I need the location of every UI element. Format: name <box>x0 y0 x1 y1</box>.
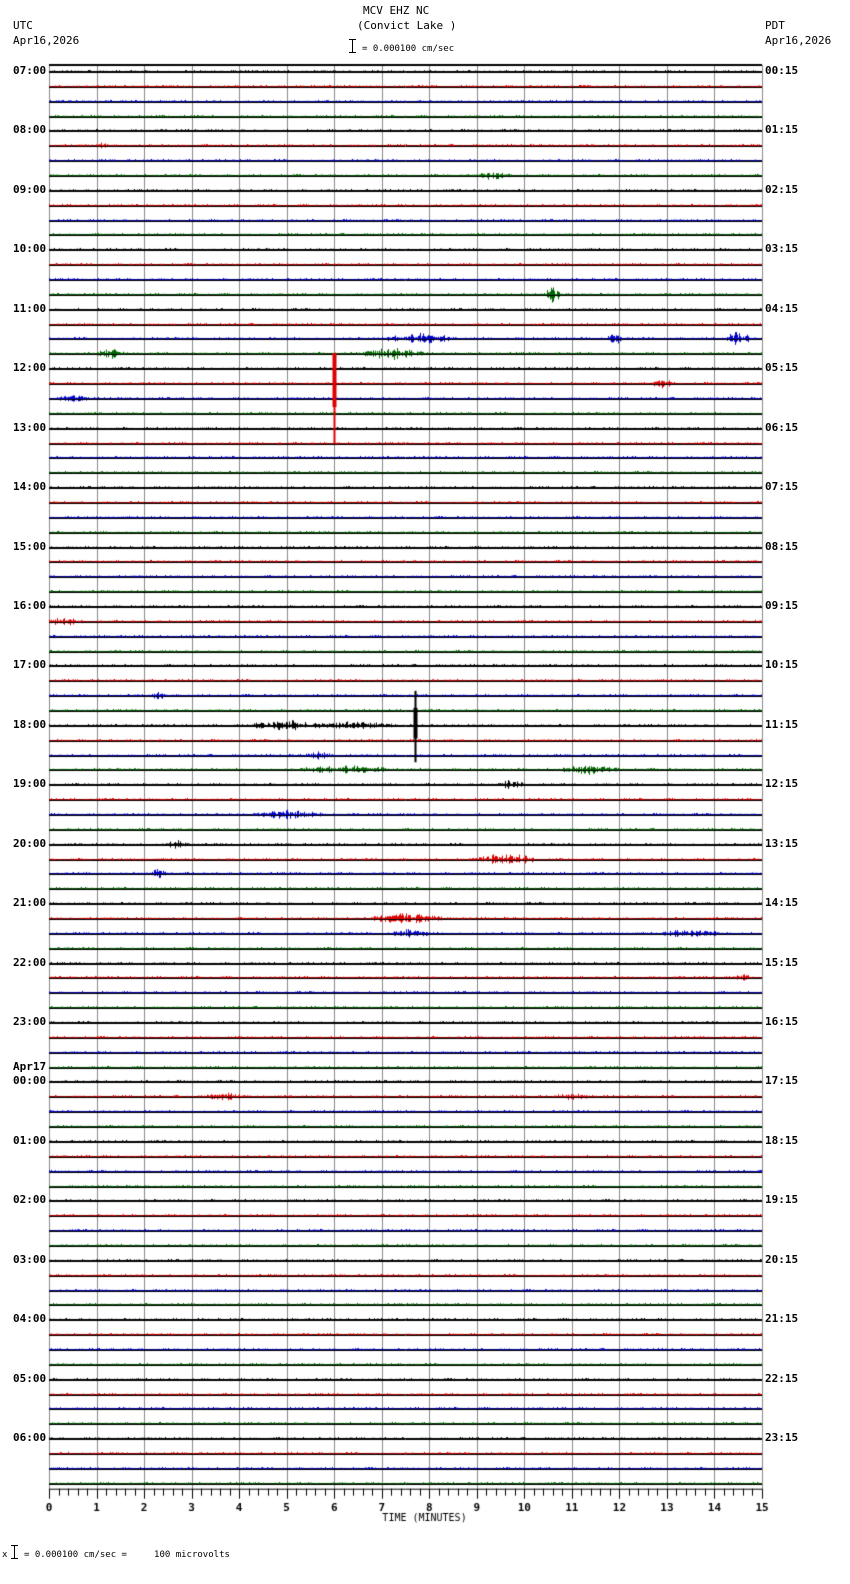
scale-bar-icon <box>349 39 356 53</box>
right-date: Apr16,2026 <box>765 34 832 47</box>
utc-time-label: 22:00 <box>13 955 47 969</box>
scale-text: = 0.000100 cm/sec <box>362 44 455 54</box>
pdt-time-label: 13:15 <box>765 836 799 850</box>
utc-time-label: 17:00 <box>13 658 47 672</box>
utc-time-label: 20:00 <box>13 836 47 850</box>
pdt-time-label: 14:15 <box>765 896 799 910</box>
utc-time-label: 11:00 <box>13 301 47 315</box>
utc-time-label: 23:00 <box>13 1015 47 1029</box>
pdt-time-label: 04:15 <box>765 301 799 315</box>
utc-time-label: 21:00 <box>13 896 47 910</box>
utc-time-label: 01:00 <box>13 1133 47 1147</box>
pdt-time-label: 01:15 <box>765 123 799 137</box>
pdt-time-label: 11:15 <box>765 717 799 731</box>
pdt-time-label: 03:15 <box>765 242 799 256</box>
utc-time-label: 12:00 <box>13 361 47 375</box>
pdt-time-label: 15:15 <box>765 955 799 969</box>
left-date: Apr16,2026 <box>13 34 80 47</box>
utc-time-label: 10:00 <box>13 242 47 256</box>
utc-time-label: 03:00 <box>13 1252 47 1266</box>
utc-time-label: 06:00 <box>13 1431 47 1445</box>
date-change-label: Apr17 <box>13 1060 47 1074</box>
pdt-time-label: 10:15 <box>765 658 799 672</box>
pdt-time-label: 02:15 <box>765 182 799 196</box>
pdt-time-label: 21:15 <box>765 1312 799 1326</box>
utc-time-label: 16:00 <box>13 598 47 612</box>
utc-time-label: 15:00 <box>13 539 47 553</box>
pdt-time-label: 22:15 <box>765 1371 799 1385</box>
pdt-time-label: 07:15 <box>765 480 799 494</box>
pdt-time-label: 12:15 <box>765 777 799 791</box>
utc-time-label: 08:00 <box>13 123 47 137</box>
station-title: MCV EHZ NC <box>363 4 430 17</box>
left-timezone: UTC <box>13 19 33 32</box>
footer-scale-text: = 0.000100 cm/sec = 100 microvolts <box>24 1550 230 1560</box>
pdt-time-label: 16:15 <box>765 1015 799 1029</box>
station-location: (Convict Lake ) <box>357 19 457 32</box>
utc-time-label: 04:00 <box>13 1312 47 1326</box>
utc-time-label: 09:00 <box>13 182 47 196</box>
pdt-time-label: 08:15 <box>765 539 799 553</box>
pdt-time-label: 19:15 <box>765 1193 799 1207</box>
utc-time-label: 13:00 <box>13 420 47 434</box>
pdt-time-label: 18:15 <box>765 1133 799 1147</box>
utc-time-label: 19:00 <box>13 777 47 791</box>
utc-time-label: 14:00 <box>13 480 47 494</box>
pdt-time-label: 17:15 <box>765 1074 799 1088</box>
pdt-time-label: 06:15 <box>765 420 799 434</box>
utc-time-label: 02:00 <box>13 1193 47 1207</box>
utc-time-label: 00:00 <box>13 1074 47 1088</box>
pdt-time-label: 09:15 <box>765 598 799 612</box>
footer-scale-bar-icon <box>11 1545 18 1559</box>
footer-scale-prefix: x <box>2 1550 8 1560</box>
right-timezone: PDT <box>765 19 785 32</box>
utc-time-label: 18:00 <box>13 717 47 731</box>
pdt-time-label: 23:15 <box>765 1431 799 1445</box>
pdt-time-label: 05:15 <box>765 361 799 375</box>
pdt-time-label: 00:15 <box>765 64 799 77</box>
pdt-time-label: 20:15 <box>765 1252 799 1266</box>
utc-time-label: 05:00 <box>13 1371 47 1385</box>
utc-time-label: 07:00 <box>13 64 47 77</box>
